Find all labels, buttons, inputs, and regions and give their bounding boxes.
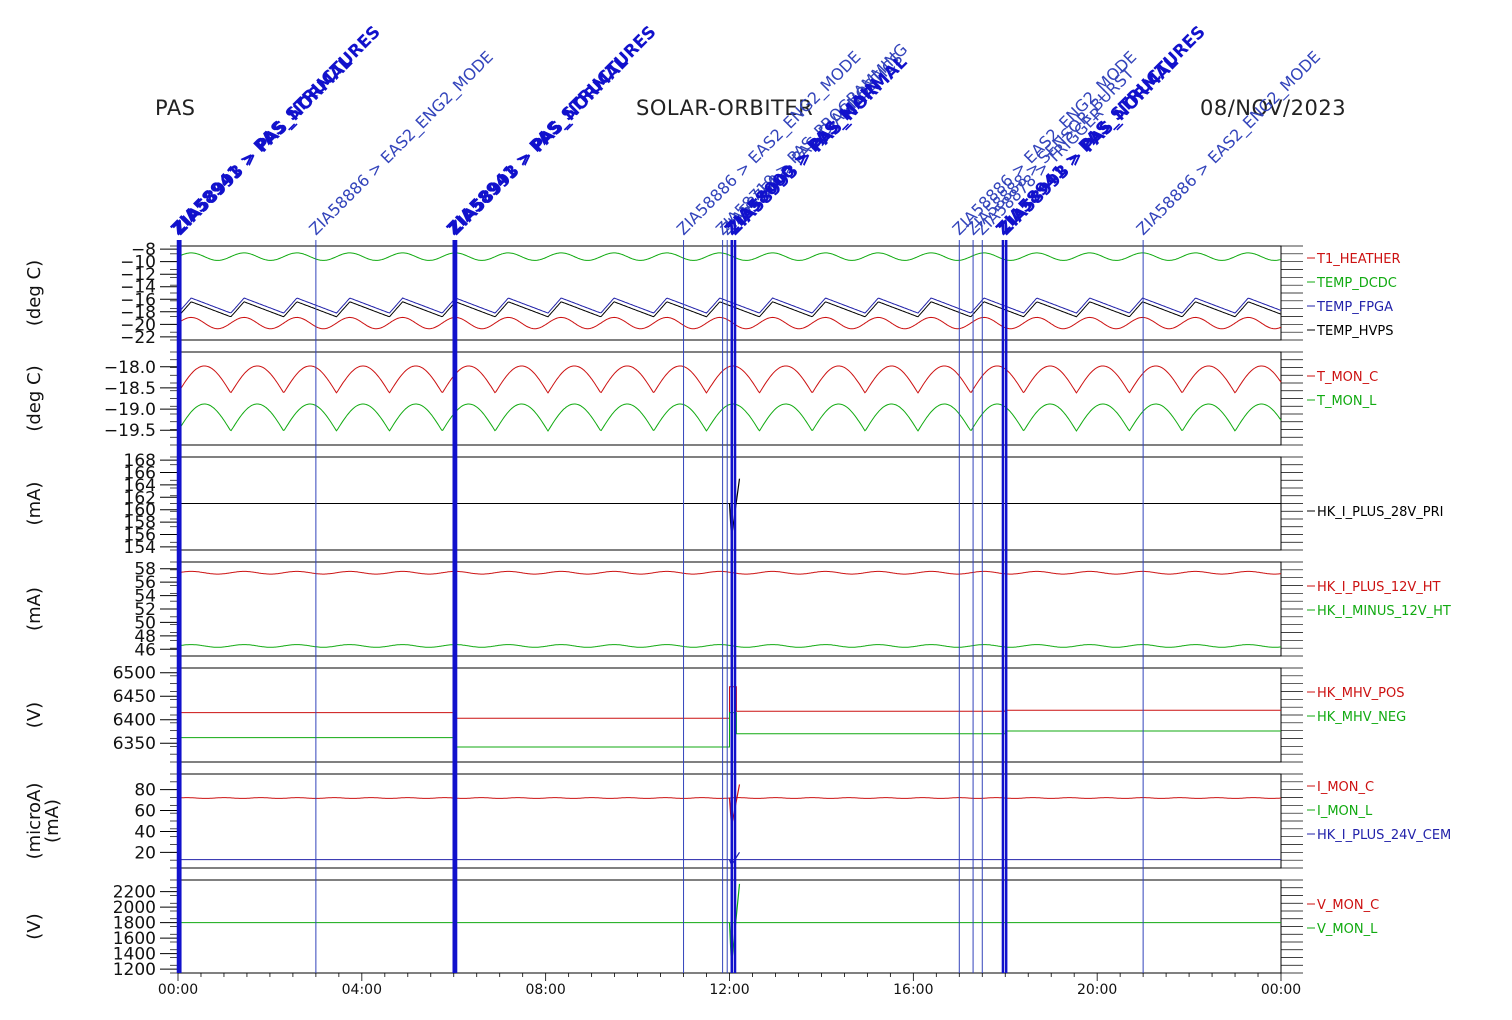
y-tick-label: 164: [124, 476, 156, 496]
y-tick-label: 46: [134, 640, 156, 660]
series-line: [177, 365, 1282, 394]
x-tick-label: 04:00: [342, 982, 382, 998]
y-tick-label: −22: [120, 328, 156, 348]
panel-5: 6350 6400 6450 6500 (V) HK_MHV_POS HK_MHV_NEG: [24, 664, 1406, 763]
y-tick-label: −10: [120, 253, 156, 273]
y-tick-label: 166: [124, 464, 156, 484]
y-tick-label: 80: [134, 781, 156, 801]
panel-2: −19.5−19.0−18.5−18.0 (deg C) T_MON_C T_MON_…: [24, 351, 1378, 446]
legend-entry: TEMP_DCDC: [1316, 276, 1397, 291]
legend-entry: HK_I_PLUS_12V_HT: [1317, 580, 1441, 595]
legend-entry: I_MON_L: [1317, 804, 1373, 819]
y-tick-label: −16: [120, 290, 156, 310]
legend-entry: HK_I_PLUS_24V_CEM: [1317, 828, 1451, 843]
x-tick-label: 00:00: [1261, 982, 1301, 998]
y-axis-label: (deg C): [24, 365, 45, 431]
y-tick-label: 2000: [113, 898, 156, 918]
event-label: ZIA58878 > TRIGGER: [972, 103, 1108, 239]
series-line: [177, 297, 1282, 314]
y-tick-label: 6450: [113, 687, 156, 707]
y-tick-label: 40: [134, 822, 156, 842]
series-line: [177, 301, 1282, 318]
y-tick-label: 168: [124, 451, 156, 471]
x-tick-label: 20:00: [1077, 982, 1117, 998]
y-tick-label: −14: [120, 278, 156, 298]
y-tick-label: 58: [134, 560, 156, 580]
y-tick-label: −18: [120, 303, 156, 323]
y-axis-label: (V): [24, 913, 45, 939]
legend-entry: T_MON_C: [1316, 370, 1378, 385]
y-tick-label: 50: [134, 613, 156, 633]
series-line: [177, 316, 1282, 330]
x-tick-label: 08:00: [525, 982, 565, 998]
legend-entry: HK_I_MINUS_12V_HT: [1317, 604, 1451, 619]
legend-entry: TEMP_HVPS: [1316, 324, 1393, 339]
x-tick-label: 00:00: [158, 982, 198, 998]
y-tick-label: −20: [120, 315, 156, 335]
y-tick-label: 1600: [113, 929, 156, 949]
legend-entry: HK_I_PLUS_28V_PRI: [1317, 505, 1443, 520]
y-tick-label: 154: [124, 538, 156, 558]
y-tick-label: 6500: [113, 664, 156, 684]
y-tick-label: 1400: [113, 945, 156, 965]
y-tick-label: −18.5: [104, 379, 156, 399]
y-tick-label: 2200: [113, 883, 156, 903]
legend-entry: V_MON_L: [1317, 922, 1378, 937]
legend-entry: T_MON_L: [1316, 394, 1377, 409]
panel-1: −22−20−18−16−14−12−10−8 (deg C) T1_HEATHER…: [24, 240, 1401, 348]
series-line: [177, 570, 1282, 575]
legend-entry: I_MON_C: [1317, 780, 1374, 795]
event-label: ZIA58886 > EAS2_ENG2_MODE: [673, 47, 865, 239]
panel-frame: [177, 561, 1282, 657]
y-tick-label: −8: [131, 240, 156, 260]
legend-entry: T1_HEATHER: [1316, 252, 1401, 267]
panel-frame: [177, 773, 1282, 869]
legend-entry: HK_MHV_NEG: [1317, 710, 1406, 725]
legend-entry: HK_MHV_POS: [1317, 686, 1405, 701]
y-axis-label: (deg C): [24, 260, 45, 326]
legend-entry: TEMP_FPGA: [1316, 300, 1393, 315]
y-axis-label: (mA): [24, 482, 45, 526]
y-tick-label: 160: [124, 501, 156, 521]
y-tick-label: 1200: [113, 960, 156, 980]
y-tick-label: 20: [134, 843, 156, 863]
mission-title: SOLAR-ORBITER: [636, 96, 814, 120]
y-tick-label: −12: [120, 265, 156, 285]
y-tick-label: 156: [124, 526, 156, 546]
y-tick-label: 48: [134, 627, 156, 647]
panel-frame: [177, 351, 1282, 446]
y-axis-label: (V): [24, 702, 45, 728]
y-tick-label: 6400: [113, 711, 156, 731]
x-tick-label: 12:00: [709, 982, 749, 998]
y-tick-label: −18.0: [104, 358, 156, 378]
y-axis-label: (mA): [24, 587, 45, 631]
instrument-title: PAS: [155, 96, 196, 120]
series-line: [177, 403, 1282, 432]
y-tick-label: 60: [134, 802, 156, 822]
y-tick-label: 52: [134, 600, 156, 620]
x-tick-label: 16:00: [893, 982, 933, 998]
y-tick-label: 54: [134, 587, 156, 607]
y-tick-label: 158: [124, 513, 156, 533]
series-line: [177, 644, 1282, 648]
y-tick-label: 6350: [113, 734, 156, 754]
series-line: [178, 797, 1282, 799]
series-line: [178, 712, 1281, 748]
y-axis-label: (microA): [24, 783, 45, 860]
y-tick-label: −19.0: [104, 400, 156, 420]
y-tick-label: −19.5: [104, 421, 156, 441]
legend-entry: V_MON_C: [1317, 898, 1379, 913]
y-tick-label: 56: [134, 573, 156, 593]
y-axis-label-2: (mA): [42, 799, 63, 843]
series-line: [177, 252, 1282, 261]
y-tick-label: 1800: [113, 914, 156, 934]
date-title: 08/NOV/2023: [1200, 96, 1347, 120]
y-tick-label: 162: [124, 488, 156, 508]
